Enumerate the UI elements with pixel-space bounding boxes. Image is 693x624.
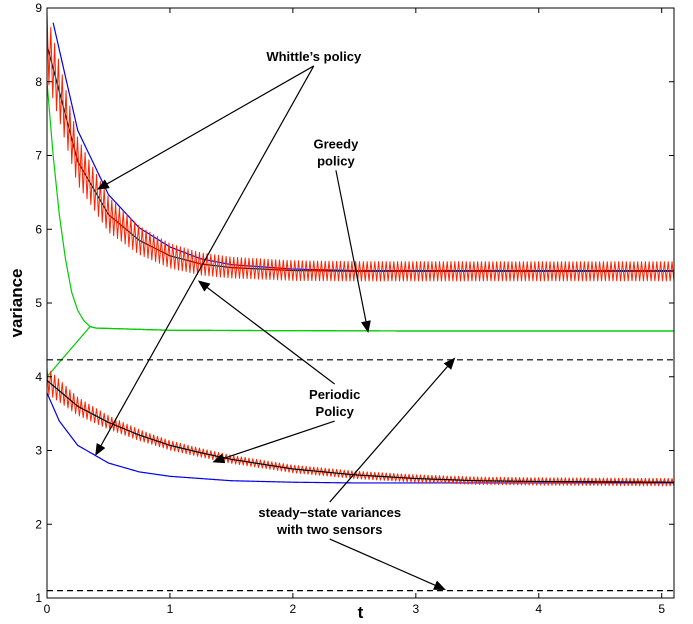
annotation-arrow <box>197 280 336 385</box>
series-whittle-lower <box>46 392 674 484</box>
series-greedy-lower <box>46 326 674 378</box>
y-tick-label: 3 <box>35 444 42 458</box>
series-periodic-lower <box>46 367 675 487</box>
y-tick-label: 8 <box>35 75 42 89</box>
x-tick-label: 5 <box>658 602 665 616</box>
annotation-label: Whittle’s policy <box>266 49 362 64</box>
annotation-arrow <box>95 65 315 456</box>
annotation-arrow <box>335 170 371 333</box>
y-tick-label: 9 <box>35 1 42 15</box>
y-tick-label: 6 <box>35 222 42 236</box>
annotation-label: policy <box>317 153 355 168</box>
x-tick-label: 3 <box>412 602 419 616</box>
y-tick-label: 1 <box>35 591 42 605</box>
series-layer <box>46 11 675 592</box>
y-tick-label: 7 <box>35 149 42 163</box>
annotation-arrow <box>329 538 446 590</box>
x-tick-label: 4 <box>535 602 542 616</box>
series-periodic-mean-lower <box>46 379 674 483</box>
annotation-label: with two sensors <box>276 522 382 537</box>
annotation-arrow <box>96 65 315 190</box>
x-tick-label: 1 <box>167 602 174 616</box>
x-tick-label: 2 <box>290 602 297 616</box>
annotation-label: Periodic <box>309 387 360 402</box>
x-axis-label: t <box>358 603 364 622</box>
annotation-arrow <box>212 420 335 464</box>
x-tick-label: 0 <box>44 602 51 616</box>
y-tick-label: 5 <box>35 296 42 310</box>
y-tick-label: 4 <box>35 370 42 384</box>
y-axis-label: variance <box>7 269 26 338</box>
series-periodic-mean-upper <box>46 44 674 272</box>
series-whittle-upper <box>52 22 674 272</box>
annotation-label: Policy <box>316 404 355 419</box>
series-periodic-upper <box>46 11 675 282</box>
annotation-arrow <box>329 357 456 503</box>
y-tick-label: 2 <box>35 517 42 531</box>
annotation-label: steady−state variances <box>258 505 401 520</box>
annotations-layer: Whittle’s policy Greedy policy Periodic Poli… <box>95 49 456 590</box>
annotation-label: Greedy <box>314 136 360 151</box>
